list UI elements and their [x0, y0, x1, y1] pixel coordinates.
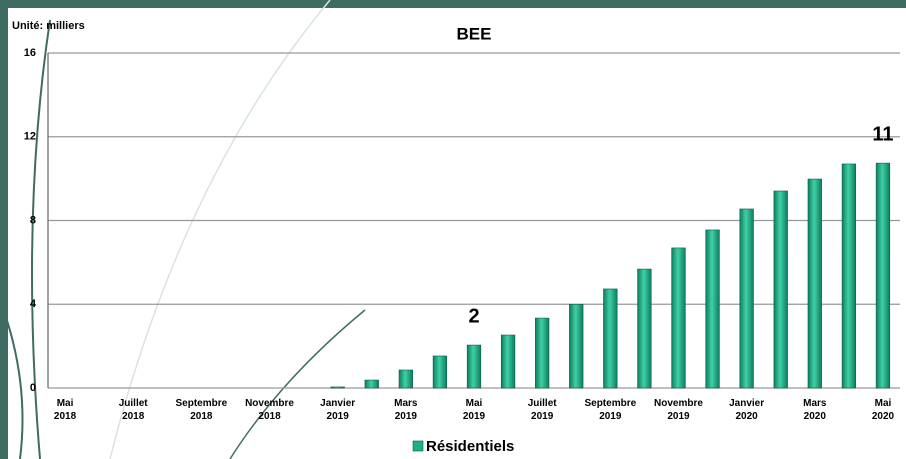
bar	[432, 355, 448, 389]
bar	[807, 178, 822, 389]
bar	[705, 229, 720, 389]
bar	[500, 334, 516, 389]
y-axis-label: Unité: milliers	[12, 20, 85, 32]
x-tick-label: Novembre 2018	[245, 398, 294, 422]
bar	[398, 369, 413, 389]
chart-title: BEE	[457, 24, 492, 43]
decor-curve	[31, 19, 51, 459]
legend-label: Résidentiels	[426, 438, 514, 455]
decor-curve	[229, 309, 366, 459]
x-tick-label: Mai 2020	[871, 398, 895, 422]
data-label: 11	[872, 123, 893, 145]
x-tick-label: Mars 2019	[394, 398, 418, 422]
bar	[330, 386, 345, 389]
bar	[466, 344, 482, 389]
x-tick-label: Novembre 2019	[654, 398, 703, 422]
x-tick-label: Janvier 2019	[320, 398, 356, 422]
x-tick-label: Mars 2020	[803, 398, 827, 422]
bar	[739, 208, 754, 389]
decor-curve	[109, 0, 331, 459]
bar	[535, 317, 550, 389]
y-tick-label: 0	[30, 382, 36, 394]
x-tick-label: Septembre 2018	[175, 398, 228, 422]
bar	[841, 163, 856, 389]
legend-swatch	[412, 440, 424, 452]
bar	[773, 190, 788, 389]
x-tick-label: Mai 2019	[462, 398, 486, 422]
frame	[8, 8, 906, 459]
decor-curve	[0, 299, 24, 459]
x-tick-label: Mai 2018	[53, 398, 77, 422]
x-tick-label: Septembre 2019	[584, 398, 637, 422]
x-tick-label: Juillet 2019	[527, 398, 557, 422]
bar	[671, 247, 686, 389]
y-tick-label: 8	[30, 214, 36, 226]
bar	[603, 288, 618, 389]
bar	[364, 379, 379, 389]
x-tick-label: Janvier 2020	[729, 398, 765, 422]
data-label: 2	[468, 305, 479, 327]
bar	[569, 303, 584, 389]
y-tick-label: 4	[30, 298, 37, 310]
bar	[637, 268, 652, 389]
bar	[875, 162, 891, 389]
y-tick-label: 16	[24, 47, 36, 59]
y-tick-label: 12	[24, 131, 36, 143]
x-tick-label: Juillet 2018	[118, 398, 148, 422]
